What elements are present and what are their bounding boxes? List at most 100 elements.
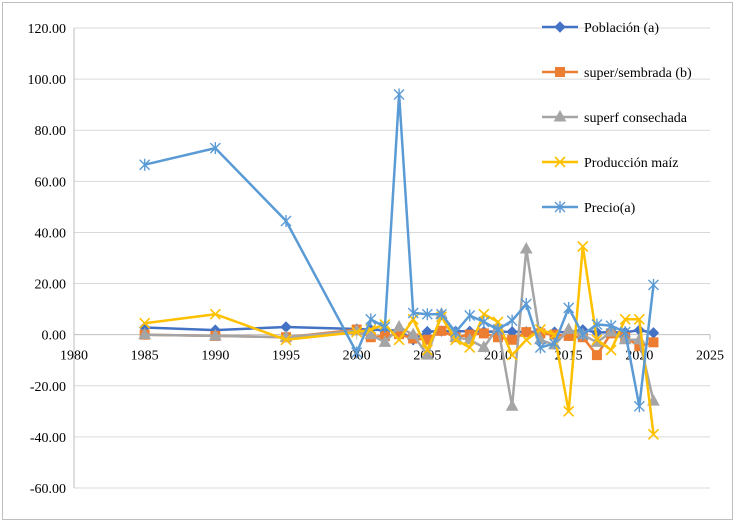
data-point (280, 214, 292, 227)
data-point (435, 308, 447, 321)
data-point (365, 313, 377, 326)
data-point (464, 309, 476, 322)
y-tick-label: -40.00 (30, 431, 66, 446)
data-point (591, 334, 603, 346)
data-point (138, 327, 152, 340)
data-point (521, 327, 532, 338)
data-point (450, 334, 462, 346)
data-point (562, 322, 576, 335)
series-lines (138, 88, 660, 440)
data-point (421, 344, 433, 356)
legend: Población (a) super/sembrada (b) superf co… (542, 21, 692, 216)
y-tick-label: 100.00 (28, 73, 67, 88)
data-point (563, 405, 575, 417)
legend-item: super/sembrada (b) (542, 66, 692, 81)
data-point (478, 328, 489, 339)
data-point (139, 317, 151, 329)
data-point (208, 328, 222, 341)
legend-label: super/sembrada (b) (584, 66, 692, 81)
data-point (505, 399, 519, 411)
axes: -60.00 -40.00 -20.00 0.00 20.00 40.00 60.00 80.… (28, 22, 725, 497)
data-point (647, 327, 660, 339)
data-point (393, 334, 405, 346)
data-point (492, 316, 504, 328)
y-tick-label: 80.00 (35, 124, 67, 139)
legend-marker (554, 21, 566, 33)
data-point (351, 346, 363, 359)
data-point (378, 335, 392, 347)
y-tick-label: 60.00 (35, 175, 67, 190)
data-point (577, 328, 589, 341)
data-point (520, 334, 532, 346)
data-point (478, 308, 490, 320)
x-tick-label: 1980 (60, 349, 88, 364)
data-point (209, 308, 221, 320)
legend-marker (554, 156, 566, 168)
data-point (477, 340, 491, 352)
x-tick-label: 2015 (555, 349, 583, 364)
data-point (464, 341, 476, 354)
data-point (619, 326, 631, 339)
data-point (605, 319, 617, 332)
series-5 (139, 88, 659, 413)
data-point (633, 313, 645, 325)
legend-item: superf consechada (542, 109, 688, 126)
data-point (364, 327, 378, 340)
y-tick-label: -60.00 (30, 482, 66, 497)
x-tick-label: 1990 (201, 349, 229, 364)
y-tick-label: 0.00 (42, 329, 67, 344)
data-point (407, 306, 419, 319)
data-point (563, 301, 575, 314)
data-point (139, 158, 151, 171)
data-point (280, 334, 292, 346)
data-point (549, 337, 561, 350)
data-point (648, 337, 659, 348)
legend-item: Producción maíz (542, 156, 678, 171)
data-point (421, 308, 433, 321)
data-point (450, 326, 462, 339)
data-point (534, 323, 546, 336)
data-point (647, 428, 660, 440)
data-point (577, 240, 589, 253)
legend-label: Población (a) (584, 21, 659, 36)
data-point (506, 314, 518, 327)
data-point (478, 315, 490, 328)
data-point (492, 323, 504, 336)
legend-label: Precio(a) (584, 201, 636, 216)
legend-marker (554, 201, 566, 213)
data-point (534, 341, 546, 354)
data-point (605, 344, 617, 356)
data-point (519, 242, 533, 254)
grid-lines (74, 27, 710, 489)
legend-label: Producción maíz (584, 156, 678, 171)
data-point (633, 400, 645, 413)
data-point (420, 348, 434, 360)
x-tick-label: 1985 (131, 349, 159, 364)
x-tick-label: 1995 (272, 349, 300, 364)
legend-marker (553, 109, 567, 122)
data-point (351, 326, 363, 338)
legend-item: Población (a) (542, 21, 659, 36)
data-point (506, 349, 518, 361)
y-tick-label: 40.00 (35, 226, 67, 241)
data-point (647, 278, 659, 291)
data-point (406, 327, 420, 340)
data-point (591, 350, 602, 361)
data-point (393, 88, 405, 101)
data-point (591, 318, 603, 331)
y-tick-label: 120.00 (28, 22, 67, 37)
data-point (520, 298, 532, 310)
data-point (507, 334, 518, 345)
legend-label: superf consechada (584, 111, 688, 126)
data-point (619, 313, 631, 325)
y-tick-label: 20.00 (35, 278, 67, 293)
data-point (379, 321, 391, 333)
y-tick-label: -20.00 (30, 380, 66, 395)
data-point (209, 142, 221, 155)
legend-marker (555, 67, 565, 77)
legend-item: Precio(a) (542, 201, 636, 216)
data-point (392, 319, 406, 332)
data-point (436, 325, 447, 336)
